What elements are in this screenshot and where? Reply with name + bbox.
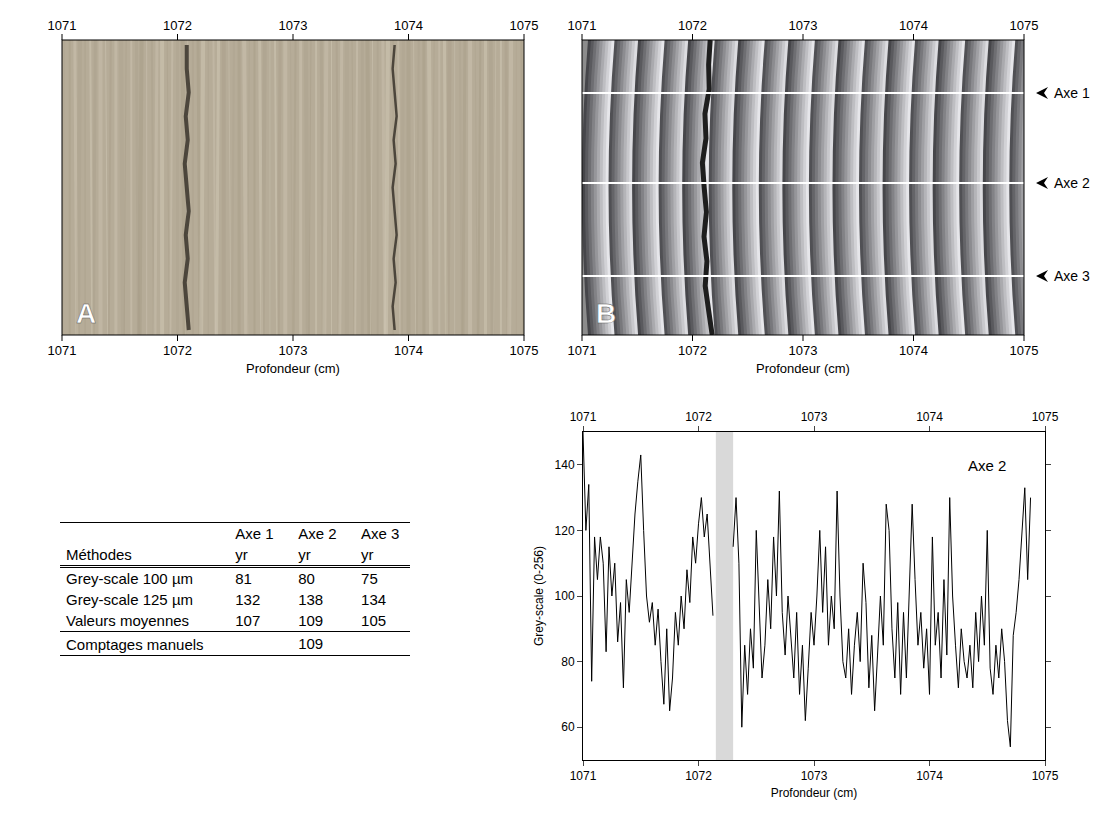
html-text:107: 107 [235, 612, 261, 629]
svg-text:1071: 1071 [568, 18, 597, 33]
svg-text:60: 60 [561, 720, 575, 734]
svg-text:Profondeur (cm): Profondeur (cm) [246, 361, 340, 376]
svg-text:A: A [76, 298, 96, 329]
svg-text:1074: 1074 [394, 18, 423, 33]
html-text:Méthodes: Méthodes [66, 546, 132, 563]
svg-text:1071: 1071 [48, 18, 77, 33]
html-text:134: 134 [361, 591, 387, 608]
svg-text:Axe 2: Axe 2 [1054, 175, 1090, 191]
svg-text:1074: 1074 [899, 343, 928, 358]
html-text:Comptages manuels: Comptages manuels [66, 636, 204, 653]
svg-text:1074: 1074 [899, 18, 928, 33]
svg-text:1075: 1075 [510, 18, 539, 33]
svg-text:1071: 1071 [48, 343, 77, 358]
svg-text:1074: 1074 [916, 410, 943, 424]
html-text:Valeurs moyennes: Valeurs moyennes [66, 612, 190, 629]
svg-text:120: 120 [555, 524, 575, 538]
html-text:105: 105 [361, 612, 387, 629]
svg-text:1073: 1073 [789, 343, 818, 358]
svg-text:1072: 1072 [163, 343, 192, 358]
html-text:Axe 3: Axe 3 [361, 525, 400, 542]
svg-text:1074: 1074 [394, 343, 423, 358]
svg-text:Profondeur (cm): Profondeur (cm) [756, 361, 850, 376]
html-text:yr: yr [361, 546, 374, 563]
svg-text:1071: 1071 [568, 343, 597, 358]
html-text:138: 138 [298, 591, 324, 608]
svg-text:1073: 1073 [279, 343, 308, 358]
html-text:yr: yr [298, 546, 311, 563]
svg-text:1073: 1073 [801, 410, 828, 424]
svg-text:B: B [596, 298, 616, 329]
html-text:81: 81 [235, 570, 252, 587]
svg-text:1073: 1073 [801, 769, 828, 783]
svg-text:1073: 1073 [279, 18, 308, 33]
svg-text:1072: 1072 [163, 18, 192, 33]
svg-text:1073: 1073 [789, 18, 818, 33]
html-text:yr: yr [235, 546, 248, 563]
html-text:Grey-scale 100 µm: Grey-scale 100 µm [66, 570, 193, 587]
html-text:132: 132 [235, 591, 261, 608]
svg-text:1074: 1074 [916, 769, 943, 783]
svg-text:1072: 1072 [678, 343, 707, 358]
html-text:Axe 2: Axe 2 [298, 525, 337, 542]
svg-text:1075: 1075 [1032, 410, 1059, 424]
html-text:75: 75 [361, 570, 378, 587]
html-text:109: 109 [298, 635, 324, 652]
svg-text:1075: 1075 [1010, 343, 1039, 358]
svg-text:1075: 1075 [510, 343, 539, 358]
svg-text:1071: 1071 [570, 410, 597, 424]
svg-text:140: 140 [555, 458, 575, 472]
html-text:80: 80 [298, 570, 315, 587]
svg-text:100: 100 [555, 589, 575, 603]
html-text:Axe 1: Axe 1 [235, 525, 274, 542]
svg-text:1072: 1072 [685, 769, 712, 783]
svg-text:Axe 2: Axe 2 [968, 457, 1006, 474]
svg-text:Grey-scale (0-256): Grey-scale (0-256) [532, 546, 546, 646]
svg-text:1075: 1075 [1032, 769, 1059, 783]
svg-text:Axe 3: Axe 3 [1054, 268, 1090, 284]
svg-text:1071: 1071 [570, 769, 597, 783]
html-text:Grey-scale 125 µm: Grey-scale 125 µm [66, 591, 193, 608]
html-text:109: 109 [298, 612, 324, 629]
svg-text:Profondeur (cm): Profondeur (cm) [771, 786, 858, 800]
svg-text:1072: 1072 [678, 18, 707, 33]
svg-text:1075: 1075 [1010, 18, 1039, 33]
svg-text:80: 80 [561, 655, 575, 669]
svg-text:Axe 1: Axe 1 [1054, 85, 1090, 101]
svg-text:1072: 1072 [685, 410, 712, 424]
